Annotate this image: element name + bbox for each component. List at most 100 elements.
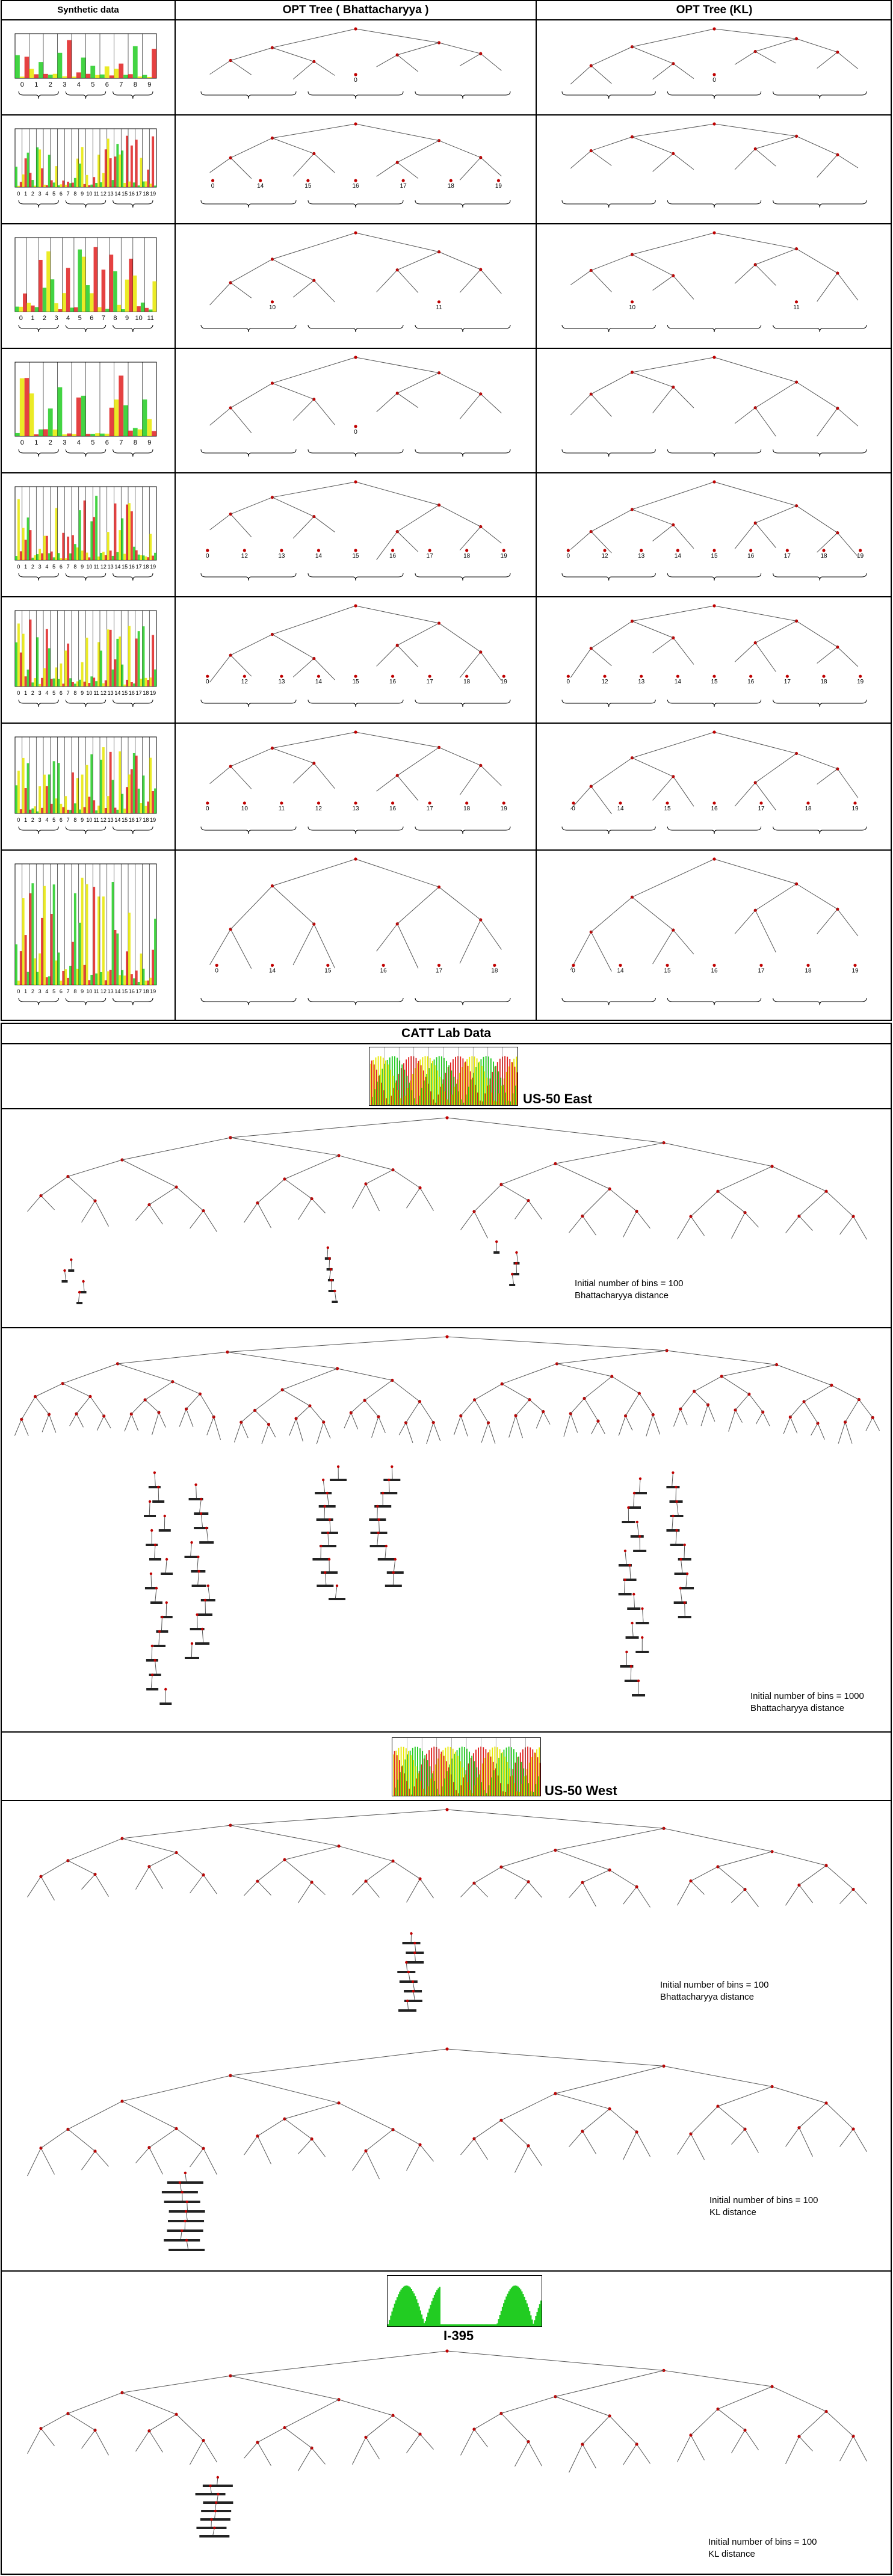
bin-group-brace [113,91,153,99]
histogram-bar [386,1059,388,1105]
tree-edge [149,1204,163,1225]
dense-leaf-cluster [635,1651,649,1653]
histogram-bar [406,1059,407,1105]
tree-edge [272,383,314,400]
histogram-bar [483,1071,485,1105]
bin-label: 4 [45,690,48,696]
histogram-bar [85,765,88,813]
bhattacharyya-tree: 0 12 13 14 15 16 17 18 19 [200,480,511,581]
tree-node [753,49,757,54]
tree-edge [131,1399,146,1414]
histogram-bar [504,2299,506,2326]
tree-edge [799,1885,813,1903]
histogram-bar [460,2324,463,2326]
histogram-bar [438,1056,440,1105]
row-divider [2,472,891,473]
tree-edge [209,407,231,426]
histogram-bar [476,1058,478,1105]
histogram-bar [531,2319,533,2326]
tree-edge [785,2436,800,2464]
synthetic-histogram: 0 1 2 3 4 5 6 7 8 9 10 11 12 13 14 15 16 17 18 19 [14,486,157,581]
tree-edge [199,1393,214,1417]
tree-edge [371,1416,379,1438]
cluster-brace [307,91,404,99]
histogram-bar [482,2324,484,2326]
dense-leaf-cluster [624,1680,638,1682]
tree-edge [528,2441,542,2467]
tree-edge [609,1188,637,1212]
tree-node [662,2368,666,2372]
tree-leaf-node [354,179,357,182]
histogram-bar [67,433,72,436]
tree-leaf-node [437,963,441,967]
tree-edge [590,393,612,417]
dense-leaf-cluster [188,1498,203,1500]
tree-node [555,1362,559,1366]
histogram-thumbnail-svg [393,1738,540,1796]
tree-edge [717,2409,746,2430]
dense-leaf-cluster [161,2191,198,2193]
tree-edge [646,1414,654,1437]
dense-leaf-cluster [164,2201,200,2203]
tree-edge [590,931,612,972]
tree-edge [731,1889,746,1903]
histogram-bar [465,1774,466,1796]
histogram-bar [408,2286,410,2326]
histogram-bar [48,774,51,813]
histogram-bar [390,2316,392,2326]
histogram-bar [95,183,98,187]
dense-leaf-cluster [329,1598,346,1600]
histogram-bar [107,796,110,813]
tree-leaf-label: 10 [269,304,276,311]
tree-node [226,1350,229,1354]
tree-leaf-node [493,963,496,967]
tree-edge [200,1513,203,1529]
tree-leaf-label: 18 [820,553,827,559]
histogram-bar [430,2305,432,2326]
tree-group [570,356,859,437]
dense-leaf-cluster [149,1674,161,1676]
tree-edge [817,408,838,437]
bin-label: 2 [31,191,34,197]
tree-edge [154,1472,156,1488]
histogram-bar [477,1777,478,1796]
tree-node [685,1572,689,1576]
histogram-bar [140,679,143,686]
tree-node [181,2229,184,2232]
tree-edge [257,2118,285,2137]
bin-label: 13 [108,191,114,197]
tree-edge [528,1200,542,1220]
us50-west-label: US-50 West [545,1783,617,1798]
histogram-bar [522,2294,524,2326]
bin-label: 11 [93,690,99,696]
histogram-bar [36,972,39,985]
tree-node [70,1258,73,1262]
histogram-bar [29,893,32,985]
tree-node [61,1382,64,1385]
tree-node [197,1555,200,1559]
dense-leaf-cluster [618,1593,632,1595]
tree-leaf-node [619,801,622,805]
tree-edge [244,1203,258,1223]
tree-edge [632,1622,634,1638]
histogram-bar [26,152,29,187]
tree-edge [122,1159,177,1188]
tree-edge [557,1363,612,1377]
us50-east-tree-100-bins [27,1116,867,1304]
histogram-bar [501,2306,504,2326]
note-bins: Initial number of bins = 1000 [750,1691,864,1701]
bhattacharyya-tree: 0 14 15 16 17 18 19 [200,122,511,208]
bin-label: 16 [129,564,135,570]
tree-leaf-label: 17 [758,806,765,812]
histogram-bar [69,678,72,686]
tree-edge [376,54,398,67]
histogram-bar [88,797,91,813]
bin-label: 4 [77,81,81,88]
histogram-bar [398,1748,400,1796]
histogram-bar [471,1755,473,1796]
tree-node [320,1544,323,1548]
tree-edge [230,383,273,408]
dense-leaf-cluster [385,1585,402,1587]
histogram-bar [440,1086,442,1105]
tree-node [78,1290,81,1294]
